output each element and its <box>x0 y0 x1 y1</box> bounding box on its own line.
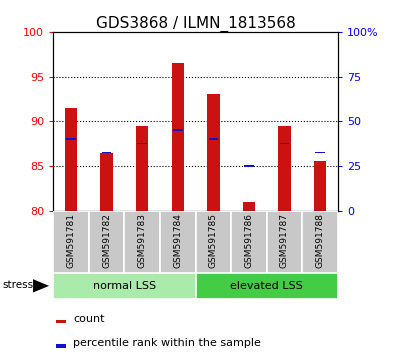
Bar <box>137 143 147 144</box>
Text: normal LSS: normal LSS <box>93 281 156 291</box>
Bar <box>209 138 218 140</box>
Text: GSM591782: GSM591782 <box>102 213 111 268</box>
Text: elevated LSS: elevated LSS <box>230 281 303 291</box>
Bar <box>53 273 196 299</box>
Bar <box>315 152 325 153</box>
Bar <box>173 129 182 131</box>
Text: GSM591783: GSM591783 <box>138 213 147 268</box>
Bar <box>243 202 255 211</box>
Bar <box>56 344 66 348</box>
Bar <box>53 211 89 273</box>
Bar <box>196 273 338 299</box>
Bar <box>100 153 113 211</box>
Text: GSM591785: GSM591785 <box>209 213 218 268</box>
Bar <box>89 211 124 273</box>
Bar <box>244 165 254 167</box>
Text: GSM591788: GSM591788 <box>316 213 324 268</box>
Text: stress: stress <box>3 280 34 290</box>
Bar <box>102 152 111 153</box>
Bar <box>207 95 220 211</box>
Bar <box>314 161 326 211</box>
Title: GDS3868 / ILMN_1813568: GDS3868 / ILMN_1813568 <box>96 16 295 32</box>
Bar <box>231 211 267 273</box>
Bar <box>171 63 184 211</box>
Bar <box>160 211 196 273</box>
Polygon shape <box>33 279 49 292</box>
Bar <box>302 211 338 273</box>
Bar <box>267 211 302 273</box>
Text: GSM591786: GSM591786 <box>245 213 253 268</box>
Text: GSM591781: GSM591781 <box>67 213 75 268</box>
Bar <box>196 211 231 273</box>
Bar <box>124 211 160 273</box>
Text: GSM591787: GSM591787 <box>280 213 289 268</box>
Bar <box>56 320 66 323</box>
Bar <box>278 126 291 211</box>
Bar <box>136 126 149 211</box>
Bar <box>280 143 289 144</box>
Text: percentile rank within the sample: percentile rank within the sample <box>73 338 261 348</box>
Text: count: count <box>73 314 105 324</box>
Bar <box>65 108 77 211</box>
Text: GSM591784: GSM591784 <box>173 213 182 268</box>
Bar <box>66 138 76 140</box>
